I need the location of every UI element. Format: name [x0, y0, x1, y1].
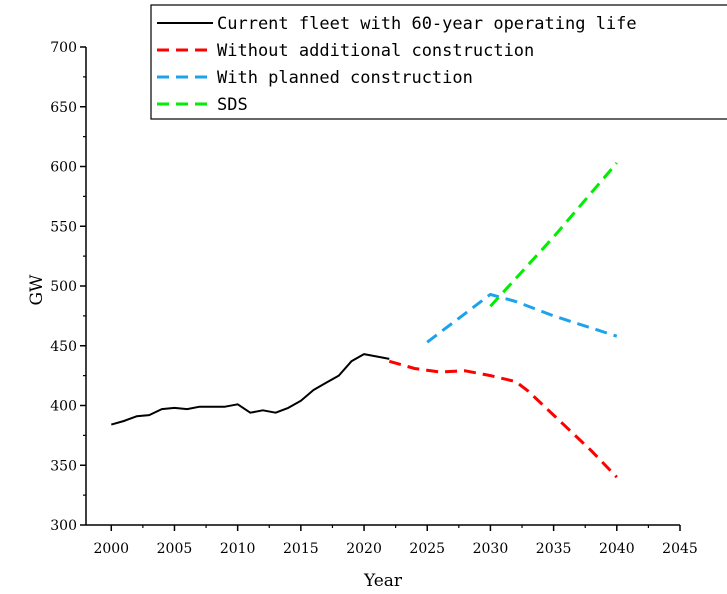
y-tick-label: 400 — [50, 399, 77, 415]
y-tick-label: 300 — [50, 518, 77, 534]
x-tick-label: 2025 — [409, 541, 445, 557]
legend-label-3: SDS — [217, 95, 248, 115]
legend: Current fleet with 60-year operating lif… — [150, 4, 727, 120]
y-tick-label: 600 — [50, 160, 77, 176]
x-tick-label: 2030 — [473, 541, 509, 557]
series-line-0 — [111, 353, 390, 426]
y-tick-label: 550 — [50, 219, 77, 235]
axes: 300 350 400 450 500 550 600 650 700 2000 2005 2010 2… — [50, 40, 698, 557]
x-tick-label: 2020 — [346, 541, 382, 557]
x-tick-label: 2010 — [220, 541, 256, 557]
x-tick-label: 2005 — [157, 541, 193, 557]
series-line-1 — [388, 359, 618, 479]
y-tick-label: 500 — [50, 279, 77, 295]
series-line-3 — [489, 161, 618, 308]
legend-label-1: Without additional construction — [217, 41, 534, 61]
x-tick-label: 2035 — [536, 541, 572, 557]
y-tick-label: 650 — [50, 100, 77, 116]
y-tick-label: 700 — [50, 40, 77, 56]
y-axis-title: GW — [27, 274, 47, 306]
x-tick-label: 2000 — [93, 541, 129, 557]
x-tick-label: 2045 — [662, 541, 698, 557]
x-axis-title: Year — [363, 571, 403, 591]
legend-label-0: Current fleet with 60-year operating lif… — [217, 14, 637, 34]
y-tick-label: 450 — [50, 339, 77, 355]
series-line-2 — [426, 292, 618, 344]
y-tick-label: 350 — [50, 458, 77, 474]
series-layer — [111, 161, 618, 479]
legend-box — [150, 4, 727, 120]
x-tick-label: 2040 — [599, 541, 635, 557]
legend-label-2: With planned construction — [217, 68, 473, 88]
x-tick-label: 2015 — [283, 541, 319, 557]
